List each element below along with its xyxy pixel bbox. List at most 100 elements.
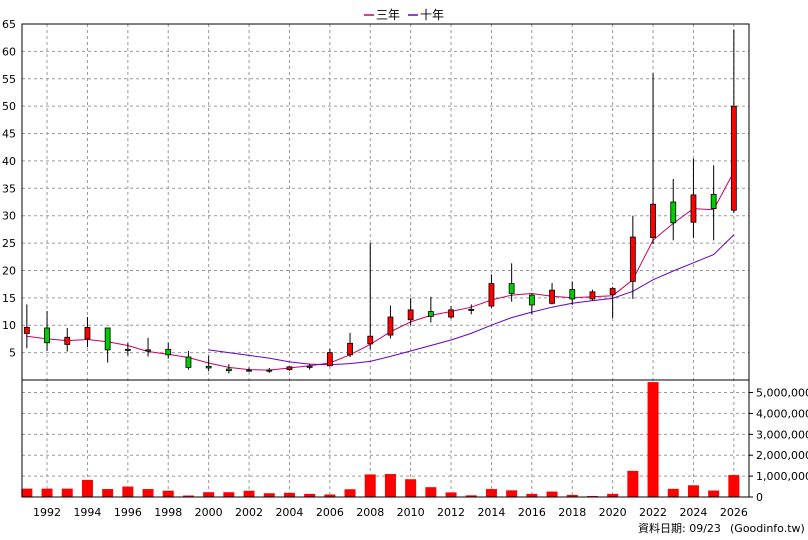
volume-plot-frame	[21, 379, 750, 498]
volume-bar	[223, 492, 235, 497]
x-tick-label: 2000	[195, 506, 223, 519]
footer-date: 資料日期: 09/23	[638, 521, 721, 535]
volume-tick-label: 4,000,000	[756, 407, 808, 420]
volume-bar	[324, 494, 336, 497]
candle-body	[165, 348, 172, 356]
volume-bar	[364, 474, 376, 497]
candle-body	[650, 203, 656, 238]
moving-average-lines	[26, 171, 735, 371]
x-tick-label: 2008	[356, 506, 384, 519]
volume-bar	[122, 486, 134, 497]
x-tick-label: 1998	[154, 506, 182, 519]
candle-body	[124, 348, 131, 351]
volume-bar	[465, 495, 477, 497]
x-tick-label: 2012	[437, 506, 465, 519]
candle-body	[589, 291, 596, 300]
candle-body	[690, 194, 697, 223]
volume-tick-label: 5,000,000	[756, 387, 808, 400]
ma-line-3yr	[26, 171, 735, 371]
price-grid	[22, 23, 749, 354]
candle-body	[185, 356, 192, 368]
ma-line-10yr	[208, 234, 735, 366]
legend: 三年 十年	[364, 8, 444, 22]
candle-body	[387, 316, 394, 336]
candle-body	[367, 335, 374, 345]
price-tick-label: 40	[2, 155, 16, 168]
volume-tick-label: 2,000,000	[756, 449, 808, 462]
volume-bar	[627, 470, 639, 497]
x-axis: 1992 1994 1996 1998 2000 2002 2004 2006 2008 2010…	[33, 506, 748, 519]
candle-body	[710, 193, 717, 209]
candle-body	[347, 342, 353, 356]
volume-tick-label: 3,000,000	[756, 428, 808, 441]
candle-body	[508, 283, 515, 294]
candle-body	[670, 201, 677, 224]
x-tick-label: 2026	[720, 506, 748, 519]
x-tick-label: 2024	[679, 506, 707, 519]
candle-body	[549, 289, 555, 304]
x-tick-label: 2016	[518, 506, 546, 519]
candle-body	[629, 236, 636, 282]
candle-body	[205, 365, 212, 369]
volume-bar	[506, 490, 518, 497]
volume-grid	[22, 392, 749, 477]
legend-label-3yr: 三年	[376, 8, 400, 22]
volume-bar	[425, 487, 437, 497]
x-tick-label: 1994	[73, 506, 101, 519]
x-tick-label: 2014	[477, 506, 505, 519]
price-tick-label: 65	[2, 18, 16, 31]
candle-body	[427, 311, 434, 317]
volume-bar	[182, 495, 194, 497]
volume-bar	[607, 493, 619, 497]
volume-bar	[647, 382, 659, 497]
volume-bar	[485, 489, 497, 497]
x-tick-label: 2018	[558, 506, 586, 519]
candle-body	[246, 369, 252, 372]
x-tick-label: 1996	[114, 506, 142, 519]
price-tick-label: 20	[2, 264, 16, 277]
price-tick-label: 60	[2, 45, 16, 58]
volume-bar	[21, 488, 33, 497]
candle-body	[84, 327, 91, 340]
volume-bar	[344, 489, 356, 497]
volume-bars	[21, 382, 740, 497]
volume-tick-label: 0	[756, 491, 763, 504]
volume-bar	[304, 493, 316, 497]
candle-body	[23, 327, 30, 334]
price-plot-frame	[21, 23, 750, 381]
volume-bar	[546, 491, 558, 497]
volume-bar	[142, 489, 154, 497]
x-tick-label: 2002	[235, 506, 263, 519]
candle-body	[468, 308, 475, 311]
candle-body	[306, 365, 313, 368]
volume-bar	[384, 474, 396, 497]
candle-body	[730, 105, 737, 211]
volume-bar	[283, 492, 295, 497]
price-tick-label: 10	[2, 319, 16, 332]
x-tick-label: 2020	[599, 506, 627, 519]
volume-bar	[41, 488, 53, 497]
legend-label-10yr: 十年	[420, 8, 444, 22]
candle-body	[104, 327, 111, 351]
price-tick-label: 15	[2, 292, 16, 305]
candle-body	[64, 336, 71, 345]
price-y-axis: 5 10 15 20 25 30 35 40 45 50 55 60 65	[2, 18, 16, 360]
volume-bar	[243, 490, 255, 497]
volume-bar	[586, 495, 598, 497]
volume-bar	[566, 494, 578, 497]
volume-bar	[708, 490, 720, 497]
price-tick-label: 50	[2, 100, 16, 113]
candle-body	[569, 289, 576, 300]
candle-body	[286, 366, 293, 370]
volume-bar	[667, 488, 679, 497]
footer-source: (Goodinfo.tw)	[730, 522, 805, 535]
volume-bar	[728, 475, 740, 497]
candle-body	[488, 283, 495, 307]
candle-body	[266, 369, 273, 372]
x-tick-label: 1992	[33, 506, 61, 519]
volume-tick-label: 1,000,000	[756, 470, 808, 483]
volume-y-axis: 0 1,000,000 2,000,000 3,000,000 4,000,000 5,0…	[749, 387, 808, 504]
volume-bar	[203, 492, 215, 497]
volume-bar	[263, 493, 275, 497]
